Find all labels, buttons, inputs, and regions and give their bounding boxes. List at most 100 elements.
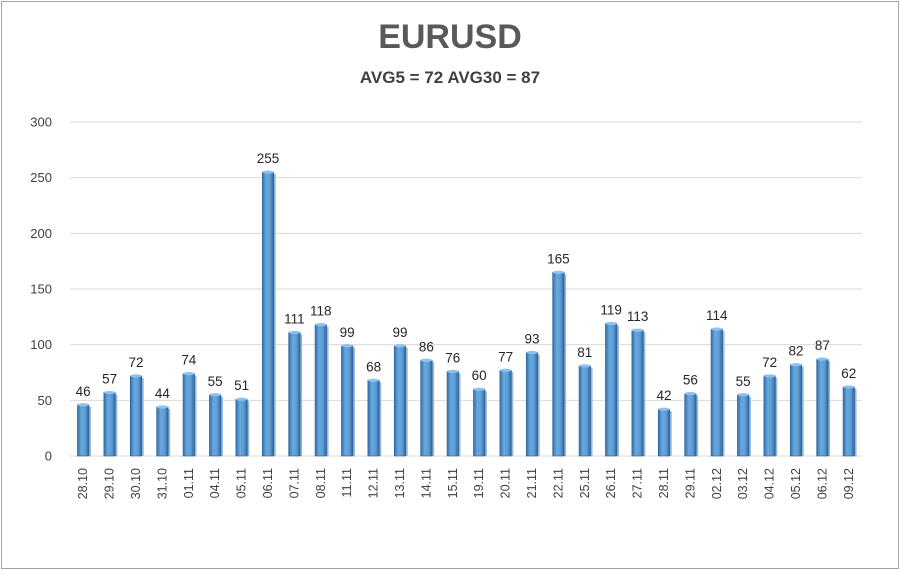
y-axis-ticks: 0 50 100 150 200 250 300 [30, 115, 52, 464]
x-tick-label: 05.11 [235, 468, 249, 498]
data-label: 77 [498, 349, 513, 364]
bar-cap [658, 407, 670, 411]
bar [578, 365, 591, 457]
y-tick-label: 300 [30, 115, 52, 130]
bar [446, 371, 459, 457]
x-tick-label: 08.11 [314, 468, 328, 498]
bar-cap [552, 270, 565, 274]
x-tick-label: 03.12 [736, 468, 750, 499]
bar [631, 329, 644, 457]
bar [842, 386, 855, 457]
x-tick-label: 15.11 [446, 468, 460, 498]
x-axis-ticks: 28.10 29.10 30.10 31.10 01.11 04.11 05.11 06.11… [76, 468, 856, 499]
bar [816, 358, 829, 457]
x-tick-label: 28.11 [657, 468, 671, 498]
data-label: 118 [310, 304, 332, 319]
y-tick-label: 100 [30, 337, 52, 352]
data-label: 86 [419, 339, 434, 354]
data-label: 76 [445, 350, 460, 365]
data-label: 114 [706, 308, 728, 323]
data-label: 113 [627, 309, 649, 324]
bar [314, 324, 327, 457]
bar-cap [473, 387, 485, 391]
gridlines [70, 121, 862, 457]
bar [261, 171, 275, 457]
x-tick-label: 20.11 [499, 468, 513, 498]
bar-cap [103, 390, 116, 395]
bar-cap [77, 403, 89, 407]
data-label: 60 [472, 368, 487, 383]
y-tick-label: 0 [45, 449, 52, 464]
bar [420, 359, 433, 457]
x-tick-label: 29.11 [683, 468, 697, 498]
bar [288, 332, 301, 457]
bar [473, 388, 486, 457]
x-tick-label: 06.12 [815, 468, 829, 499]
bar [103, 392, 116, 457]
bar-cap [235, 397, 248, 401]
data-label: 72 [128, 355, 143, 370]
data-label: 62 [841, 366, 856, 381]
bar-cap [341, 344, 353, 348]
data-labels: 46 57 72 44 74 55 51 255 111 118 99 68 99 86 76 60 77 93 1… [76, 151, 857, 403]
y-tick-label: 50 [38, 393, 52, 408]
bar [763, 375, 776, 457]
bar-cap [420, 358, 433, 362]
x-tick-label: 25.11 [578, 468, 592, 498]
x-tick-label: 07.11 [287, 468, 301, 498]
bar [235, 398, 248, 457]
x-tick-label: 14.11 [419, 468, 433, 498]
bar-cap [711, 327, 723, 331]
data-label: 51 [234, 378, 249, 393]
data-label: 93 [524, 331, 539, 346]
bar-cap [447, 369, 459, 373]
bar [499, 369, 512, 457]
bar-cap [579, 364, 591, 368]
bar [789, 364, 803, 457]
bar [737, 394, 750, 457]
data-label: 99 [340, 325, 355, 340]
x-tick-label: 12.11 [367, 468, 381, 498]
x-tick-label: 19.11 [472, 468, 486, 498]
bar [710, 328, 723, 457]
x-tick-label: 01.11 [182, 468, 196, 498]
x-tick-label: 05.12 [789, 468, 803, 499]
data-label: 42 [656, 388, 671, 403]
bar-cap [209, 393, 221, 397]
data-label: 99 [392, 325, 407, 340]
x-tick-label: 21.11 [525, 468, 539, 498]
x-tick-label: 06.11 [261, 468, 275, 498]
data-label: 111 [284, 311, 305, 326]
data-label: 72 [762, 355, 777, 370]
bar-cap [262, 170, 274, 174]
x-tick-label: 28.10 [76, 468, 90, 499]
bar-cap [394, 344, 406, 348]
bars [77, 170, 857, 457]
bar-cap [763, 374, 776, 378]
y-tick-label: 200 [30, 226, 52, 241]
bar-cap [130, 374, 142, 378]
chart-title: EURUSD [378, 18, 522, 56]
y-tick-label: 150 [30, 282, 52, 297]
bar-cap [315, 323, 327, 327]
bar-cap [816, 357, 829, 361]
bar-cap [605, 321, 617, 326]
bar [525, 352, 539, 457]
x-tick-label: 27.11 [631, 468, 645, 498]
bar [657, 408, 671, 457]
bar-cap [499, 368, 512, 372]
data-label: 81 [577, 345, 592, 360]
y-tick-label: 250 [30, 170, 52, 185]
bar-cap [843, 385, 855, 389]
bar-cap [790, 363, 802, 367]
x-tick-label: 22.11 [551, 468, 565, 498]
data-label: 74 [181, 353, 197, 368]
bar [156, 406, 169, 457]
bar [77, 404, 90, 457]
bar [129, 375, 143, 457]
data-label: 44 [155, 386, 171, 401]
bar [182, 373, 195, 457]
x-tick-label: 30.10 [129, 468, 143, 499]
